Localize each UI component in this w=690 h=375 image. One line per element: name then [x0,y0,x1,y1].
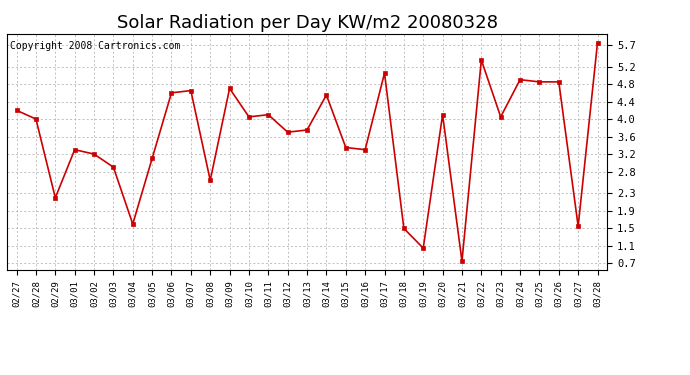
Text: Copyright 2008 Cartronics.com: Copyright 2008 Cartronics.com [10,41,180,51]
Title: Solar Radiation per Day KW/m2 20080328: Solar Radiation per Day KW/m2 20080328 [117,14,497,32]
